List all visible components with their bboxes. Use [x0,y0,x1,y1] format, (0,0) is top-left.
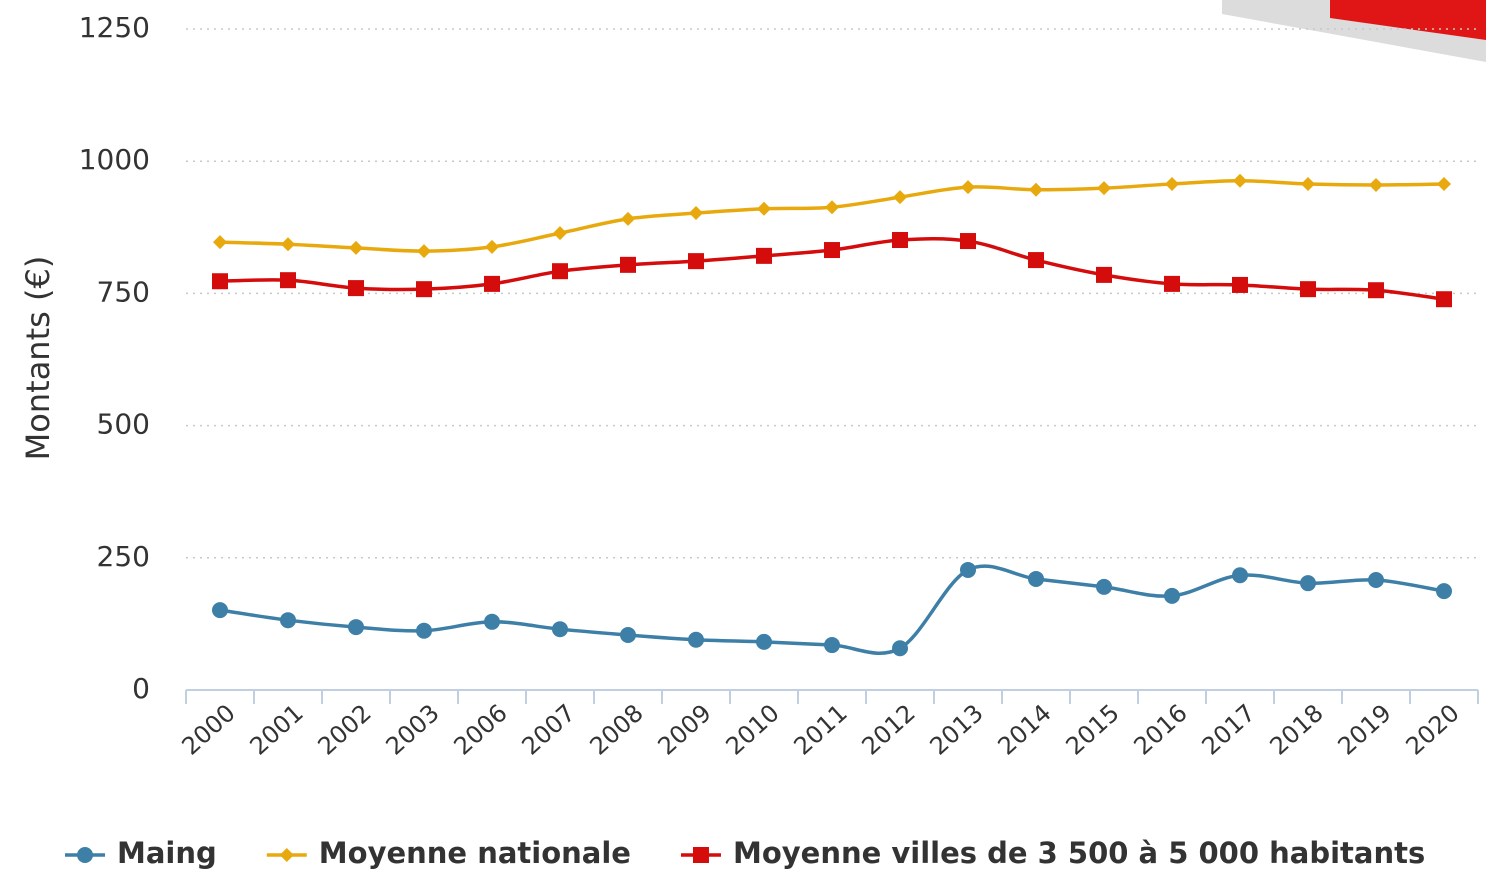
point [824,637,840,654]
point [1369,177,1383,192]
point [1029,182,1043,197]
point [960,233,976,250]
point [1300,575,1316,592]
x-tick-label: 2015 [1061,699,1125,761]
y-tick-label: 0 [132,672,150,705]
point [620,256,636,273]
x-tick-label: 2019 [1333,699,1397,761]
x-tick-label: 2007 [517,699,581,761]
point [1437,176,1451,191]
point [212,273,228,290]
point [1028,252,1044,269]
point [1368,282,1384,299]
point [552,263,568,280]
point [348,619,364,636]
x-tick-label: 2014 [993,699,1057,761]
point [485,239,499,254]
legend-label: Moyenne nationale [319,836,631,870]
point [961,180,975,195]
point [1436,291,1452,308]
point [756,247,772,264]
point [621,211,635,226]
point [1164,587,1180,604]
point [892,640,908,657]
y-tick-label: 1000 [79,143,150,176]
point [825,200,839,215]
x-tick-label: 2000 [177,699,241,761]
point [757,201,771,216]
legend-label: Moyenne villes de 3 500 à 5 000 habitant… [733,836,1425,870]
legend-item: Moyenne villes de 3 500 à 5 000 habitant… [680,836,1425,870]
x-tick-label: 2006 [449,699,513,761]
point [1028,570,1044,587]
legend-label: Maing [117,836,217,870]
point [1165,176,1179,191]
point [620,627,636,644]
point [960,561,976,578]
point [484,275,500,292]
x-tick-label: 2012 [857,699,921,761]
point [484,613,500,630]
x-tick-label: 2002 [313,699,377,761]
legend-item: Maing [65,836,217,870]
point [893,190,907,205]
x-tick-label: 2013 [925,699,989,761]
point [281,237,295,252]
legend-marker [692,847,709,863]
x-tick-label: 2001 [245,699,309,761]
point [1164,275,1180,292]
legend-marker [279,848,294,862]
point [348,280,364,297]
point [213,235,227,250]
point [416,281,432,298]
point [416,622,432,639]
x-tick-label: 2009 [653,699,717,761]
y-axis-label: Montants (€) [19,256,57,461]
y-tick-label: 1250 [79,11,150,44]
legend-marker [77,847,93,863]
point [349,240,363,255]
point [1233,173,1247,188]
point [1096,266,1112,283]
point [1436,583,1452,600]
series-line [219,179,1445,253]
y-tick-label: 500 [97,408,150,441]
point [1300,281,1316,298]
stamp-decoration [1222,0,1486,62]
x-tick-label: 2020 [1401,699,1465,761]
point [280,612,296,629]
point [688,253,704,270]
point [1096,578,1112,595]
point [1368,572,1384,589]
x-tick-label: 2010 [721,699,785,761]
point [212,602,228,619]
point [280,272,296,289]
point [553,226,567,241]
x-tick-label: 2017 [1197,699,1261,761]
point [417,244,431,259]
point [756,633,772,650]
point [689,206,703,221]
point [552,621,568,638]
point [1232,567,1248,584]
y-tick-label: 750 [97,275,150,308]
point [824,242,840,259]
x-tick-label: 2018 [1265,699,1329,761]
point [1301,176,1315,191]
point [1097,181,1111,196]
y-tick-label: 250 [97,540,150,573]
point [688,631,704,648]
legend-item: Moyenne nationale [266,836,631,870]
point [1232,276,1248,293]
point [892,231,908,248]
x-tick-label: 2003 [381,699,445,761]
x-tick-label: 2016 [1129,699,1193,761]
x-tick-label: 2008 [585,699,649,761]
x-tick-label: 2011 [789,699,853,761]
